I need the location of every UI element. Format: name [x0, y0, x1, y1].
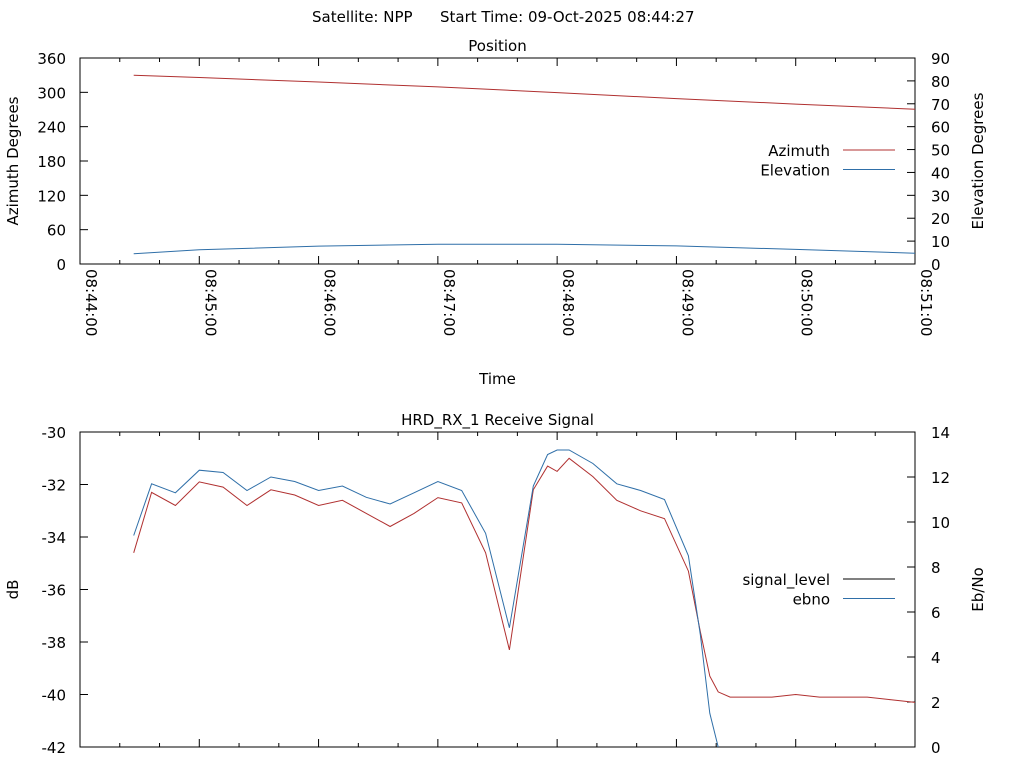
- x-tick-label: 08:47:00: [440, 269, 458, 336]
- y-tick-label: -40: [42, 687, 67, 705]
- y2-tick-label: 50: [931, 142, 950, 160]
- y2-axis-label: Eb/No: [969, 567, 987, 611]
- y-tick-label: -42: [42, 739, 67, 757]
- y2-tick-label: 0: [931, 256, 941, 274]
- y2-axis-label: Elevation Degrees: [969, 92, 987, 229]
- y2-tick-label: 2: [931, 694, 941, 712]
- legend-label: signal_level: [742, 571, 830, 590]
- y-tick-label: -30: [42, 424, 67, 442]
- y-tick-label: 240: [37, 119, 66, 137]
- x-tick-label: 08:51:00: [917, 269, 935, 336]
- x-tick-label: 08:48:00: [559, 269, 577, 336]
- x-axis-label: Time: [478, 370, 516, 388]
- y2-tick-label: 40: [931, 164, 950, 182]
- y2-tick-label: 90: [931, 50, 950, 68]
- chart-title: HRD_RX_1 Receive Signal: [401, 411, 594, 430]
- y-tick-label: 0: [56, 256, 66, 274]
- y2-tick-label: 4: [931, 649, 941, 667]
- chart-title: Position: [468, 37, 526, 55]
- x-tick-label: 08:49:00: [678, 269, 696, 336]
- x-tick-label: 08:45:00: [201, 269, 219, 336]
- y-tick-label: -38: [42, 634, 67, 652]
- y2-tick-label: 8: [931, 559, 941, 577]
- y-axis-label: dB: [4, 580, 22, 600]
- series-line-ebno: [133, 449, 719, 748]
- y2-tick-label: 12: [931, 469, 950, 487]
- plot-area: Position06012018024030036001020304050607…: [4, 37, 987, 757]
- y2-tick-label: 20: [931, 210, 950, 228]
- y2-tick-label: 60: [931, 119, 950, 137]
- y-tick-label: 300: [37, 84, 66, 102]
- y2-tick-label: 6: [931, 604, 941, 622]
- x-tick-label: 08:50:00: [798, 269, 816, 336]
- y-tick-label: -36: [42, 582, 67, 600]
- y-tick-label: -34: [42, 529, 67, 547]
- series-line-signal_level: [133, 457, 916, 703]
- y-tick-label: 180: [37, 153, 66, 171]
- y-tick-label: 120: [37, 187, 66, 205]
- plot-frame: [79, 431, 916, 748]
- y2-tick-label: 14: [931, 424, 950, 442]
- series-line-azimuth: [133, 74, 916, 110]
- y2-tick-label: 70: [931, 96, 950, 114]
- chart-header-satellite: Satellite: NPP: [312, 8, 413, 26]
- y2-tick-label: 0: [931, 739, 941, 757]
- y-tick-label: -32: [42, 477, 67, 495]
- y-tick-label: 360: [37, 50, 66, 68]
- y2-tick-label: 10: [931, 233, 950, 251]
- x-tick-label: 08:46:00: [321, 269, 339, 336]
- legend-label: Elevation: [760, 162, 830, 180]
- y2-tick-label: 30: [931, 187, 950, 205]
- legend-label: Azimuth: [768, 142, 830, 160]
- series-line-elevation: [133, 243, 916, 255]
- y2-tick-label: 80: [931, 73, 950, 91]
- legend-label: ebno: [793, 591, 830, 609]
- x-tick-label: 08:44:00: [82, 269, 100, 336]
- y-tick-label: 60: [47, 222, 66, 240]
- y2-tick-label: 10: [931, 514, 950, 532]
- y-axis-label: Azimuth Degrees: [4, 96, 22, 225]
- chart-header-start-time: Start Time: 09-Oct-2025 08:44:27: [440, 8, 695, 26]
